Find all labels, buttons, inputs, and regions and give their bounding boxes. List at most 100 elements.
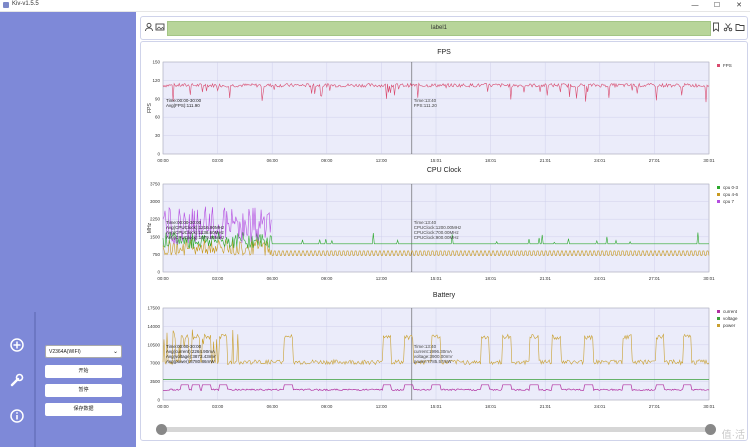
cpu-annotation-left: Avg(CPUClock):1079.80MHz [166,235,225,240]
cpu-legend-label: cpu 4-6 [723,192,739,197]
user-icon[interactable] [144,22,154,32]
device-select-value: V2364A(WIFI) [49,349,81,355]
battery-legend-label: voltage [723,316,738,321]
battery-ytick-label: 7000 [150,361,161,366]
power-series-line [162,329,710,366]
fps-ytick-label: 150 [152,60,160,65]
battery-xtick-label: 27:01 [649,404,661,409]
cpu-annotation-right: CPUClock:1200.00MHz [414,225,462,230]
cpu-chart-title: CPU Clock [427,167,462,174]
info-icon[interactable] [6,405,28,427]
fps-xtick-label: 00:00 [157,158,169,163]
fps-xtick-label: 09:00 [321,158,333,163]
fps-annotation-left: Avg(FPS):111.90 [166,103,200,108]
fps-ytick-label: 120 [152,78,160,83]
current-series-line [162,384,710,392]
fps-ylabel: FPS [147,102,153,112]
fps-ytick-label: 30 [155,133,161,138]
battery-ytick-label: 10500 [147,342,160,347]
app-title: Kiv-v1.5.5 [12,1,39,7]
fps-legend-label: FPS [723,63,732,68]
battery-ytick-label: 17500 [147,306,160,311]
cpu-ylabel: MHz [147,222,153,233]
cpu-ytick-label: 3750 [150,182,161,187]
fps-xtick-label: 18:01 [485,158,497,163]
battery-xtick-label: 03:00 [212,404,224,409]
fps-xtick-label: 21:01 [540,158,552,163]
fps-ytick-label: 60 [155,115,161,120]
charts-svg: FPS 0 30 60 90 120 150 00:00 03:00 06:00 09:00 12:0… [147,49,739,409]
fps-xtick-label: 27:01 [649,158,661,163]
battery-ytick-label: 14000 [147,324,160,329]
plus-circle-icon[interactable] [6,334,28,356]
app-icon [3,2,9,8]
fps-xtick-label: 24:01 [594,158,606,163]
cpu-annotation-left: Avg(CPUClock):1216.90MHz [166,225,225,230]
battery-xtick-label: 09:00 [321,404,333,409]
cpu-annotation-left: Time:00:00-30:00 [166,220,202,225]
battery-xtick-label: 18:01 [485,404,497,409]
toolbar-label: label1 [167,21,711,36]
cpu-xtick-label: 27:01 [649,276,661,281]
cpu-xtick-label: 15:01 [430,276,442,281]
cpu-annotation-left: Avg(CPUClock):1138.60MHz [166,230,225,235]
start-button[interactable]: 开始 [45,365,122,378]
fps-xtick-label: 15:01 [430,158,442,163]
cpu-legend-swatch [717,200,720,203]
fps-ytick-label: 90 [155,96,161,101]
battery-xtick-label: 21:01 [540,404,552,409]
battery-xtick-label: 24:01 [594,404,606,409]
cpu-xtick-label: 06:00 [267,276,279,281]
battery-legend-label: power [723,323,736,328]
charts-panel: FPS 0 30 60 90 120 150 00:00 03:00 06:00 09:00 12:0… [140,41,748,441]
folder-icon[interactable] [735,22,745,32]
image-icon[interactable] [155,22,165,32]
cpu-annotation-right: CPUClock:900.00MHz [414,235,460,240]
fps-chart-title: FPS [437,49,451,56]
battery-legend-label: current [723,309,738,314]
battery-xtick-label: 30:01 [703,404,715,409]
fps-annotation-right: Time:13:40 [414,98,437,103]
fps-series-line [162,82,710,103]
toolbar: label1 [140,16,748,40]
close-button[interactable]: ✕ [736,2,742,9]
battery-chart-title: Battery [433,292,456,299]
window-controls: — ☐ ✕ [684,0,750,11]
range-start-handle[interactable] [156,424,167,435]
fps-annotation-left: Time:00:00-30:00 [166,98,202,103]
battery-annotation-right: current:1996.30mA [414,349,452,354]
cpu-xtick-label: 30:01 [703,276,715,281]
scissors-icon[interactable] [723,22,733,32]
minimize-button[interactable]: — [691,2,699,9]
battery-annotation-left: Avg(voltage):3873.43mV [166,354,215,359]
cpu-ytick-label: 2250 [150,217,161,222]
battery-legend-swatch [717,324,720,327]
cpu-legend-swatch [717,186,720,189]
cpu-legend-label: cpu 0-3 [723,185,739,190]
battery-xtick-label: 00:00 [157,404,169,409]
battery-annotation-right: Time:13:40 [414,344,437,349]
device-select[interactable]: V2364A(WIFI) ⌄ [45,345,122,358]
cpu-legend-swatch [717,193,720,196]
battery-xtick-label: 15:01 [430,404,442,409]
bookmark-icon[interactable] [711,22,721,32]
battery-annotation-left: Time:00:00-30:00 [166,344,202,349]
cpu-xtick-label: 18:01 [485,276,497,281]
battery-ytick-label: 0 [157,398,160,403]
cpu-xtick-label: 21:01 [540,276,552,281]
maximize-button[interactable]: ☐ [713,2,721,9]
pause-button[interactable]: 暂停 [45,384,122,397]
battery-annotation-right: power:7785.57mW [414,359,453,364]
wrench-icon[interactable] [6,369,28,391]
range-end-handle[interactable] [705,424,716,435]
time-range-slider[interactable] [156,424,716,435]
save-data-button[interactable]: 保存数据 [45,403,122,416]
battery-ytick-label: 3500 [150,379,161,384]
battery-legend-swatch [717,310,720,313]
cpu-0-3-series-line [162,231,709,249]
chevron-down-icon: ⌄ [112,349,118,355]
cpu-xtick-label: 12:00 [376,276,388,281]
cpu-annotation-right: Time:13:40 [414,220,437,225]
sidebar-divider [34,312,36,447]
cpu-ytick-label: 1500 [150,234,161,239]
